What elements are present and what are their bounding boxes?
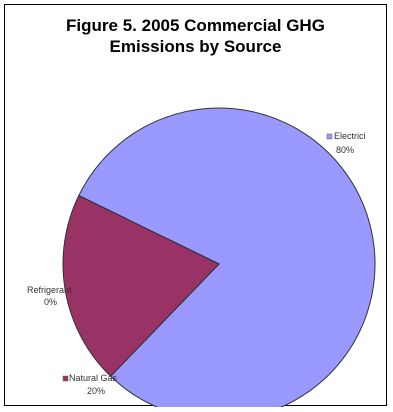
pie-slice-electrici bbox=[78, 107, 376, 407]
chart-title: Figure 5. 2005 Commercial GHG Emissions … bbox=[5, 15, 386, 57]
pie-slices bbox=[62, 107, 376, 407]
chart-title-line1: Figure 5. 2005 Commercial GHG bbox=[66, 16, 325, 35]
label-electrici: Electrici bbox=[334, 131, 366, 141]
chart-frame: Figure 5. 2005 Commercial GHG Emissions … bbox=[4, 4, 387, 407]
legend-swatch-natural-gas bbox=[62, 375, 69, 382]
label-refrigerant-pct: 0% bbox=[44, 297, 57, 307]
label-electrici-pct: 80% bbox=[336, 145, 354, 155]
pie-chart: Electrici 80% Refrigerant 0% Natural Gas… bbox=[27, 107, 376, 407]
pie-slice-refrigerant bbox=[78, 195, 220, 265]
label-refrigerant: Refrigerant bbox=[27, 285, 72, 295]
label-natural-gas: Natural Gas bbox=[69, 373, 118, 383]
legend-swatch-electrici bbox=[326, 133, 333, 140]
chart-title-line2: Emissions by Source bbox=[109, 37, 282, 56]
label-natural-gas-pct: 20% bbox=[87, 386, 105, 396]
pie-slice-natural-gas bbox=[62, 194, 220, 377]
